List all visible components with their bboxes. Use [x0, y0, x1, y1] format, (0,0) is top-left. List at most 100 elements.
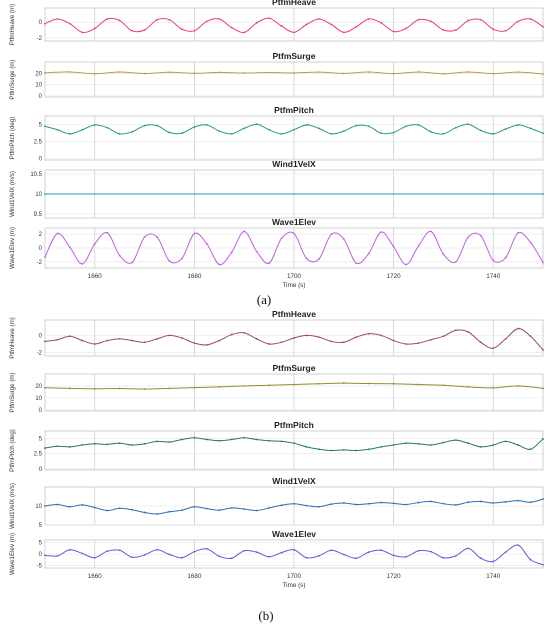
data-point — [318, 258, 320, 260]
data-point — [442, 132, 445, 135]
data-point — [392, 72, 395, 75]
y-tick-label: 0 — [39, 552, 43, 558]
data-point — [367, 448, 370, 451]
data-point — [529, 448, 532, 451]
data-point — [193, 29, 196, 32]
data-point — [56, 445, 59, 448]
data-point — [69, 548, 71, 551]
data-point — [69, 22, 71, 25]
data-point — [417, 18, 420, 21]
data-point — [504, 128, 507, 130]
data-point — [106, 231, 109, 234]
data-point — [318, 448, 320, 451]
subplot-ptfmheave: -2 0 PtfmHeave PtfmHeave (m) — [9, 0, 544, 45]
data-point — [156, 548, 158, 551]
data-point — [181, 257, 183, 260]
x-tick-label: 1680 — [187, 273, 202, 280]
data-point — [44, 386, 46, 389]
data-point — [492, 347, 495, 350]
data-point — [218, 385, 221, 388]
subplot-title: Wave1Elev — [272, 529, 316, 539]
data-point — [442, 29, 445, 31]
data-point — [168, 387, 171, 390]
y-tick-label: 0 — [39, 94, 43, 100]
data-point — [367, 125, 370, 128]
y-tick-label: 0 — [39, 467, 43, 473]
data-point — [143, 72, 146, 75]
data-point — [218, 263, 221, 266]
data-point — [106, 18, 109, 20]
data-point — [218, 130, 221, 133]
data-point — [93, 27, 96, 30]
data-point — [342, 382, 345, 384]
figure-label-b: (b) — [258, 608, 273, 623]
data-point — [56, 128, 59, 131]
y-axis-label: PtfmHeave (m) — [9, 317, 16, 359]
data-point — [392, 502, 395, 505]
data-point — [106, 509, 109, 512]
data-point — [517, 20, 519, 23]
data-point — [243, 31, 246, 34]
x-tick-label: 1740 — [486, 273, 501, 280]
x-tick-label: 1680 — [187, 573, 202, 580]
data-point — [56, 554, 59, 557]
subplot-title: Wind1VelX — [272, 159, 316, 169]
data-point — [280, 341, 283, 344]
data-point — [542, 563, 544, 566]
x-tick-label: 1720 — [387, 573, 402, 580]
data-point — [504, 551, 507, 554]
data-point — [230, 132, 233, 135]
y-axis-label: Wave1Elev (m) — [9, 227, 16, 269]
data-point — [454, 439, 457, 442]
data-point — [44, 554, 46, 557]
data-point — [118, 71, 121, 73]
data-point — [479, 500, 482, 503]
data-point — [118, 549, 121, 552]
data-point — [255, 337, 258, 340]
data-point — [479, 341, 482, 344]
data-point — [255, 250, 258, 253]
data-point — [193, 126, 196, 128]
data-point — [93, 343, 96, 345]
data-point — [280, 237, 283, 240]
data-point — [380, 334, 383, 337]
data-point — [69, 71, 71, 73]
data-point — [93, 442, 96, 445]
data-point — [467, 236, 470, 238]
data-point — [56, 503, 59, 506]
data-point — [143, 341, 146, 344]
data-point — [417, 124, 420, 126]
figure-label-a: (a) — [257, 292, 271, 307]
data-point — [168, 71, 171, 74]
data-point — [93, 124, 96, 126]
data-point — [230, 26, 233, 29]
data-point — [467, 71, 470, 73]
data-point — [143, 236, 146, 238]
subplot-wave1elev: -2 0 2 Wave1Elev Wave1Elev (m) — [9, 217, 544, 269]
data-point — [143, 442, 146, 445]
data-point — [156, 236, 158, 238]
figure-b: -2 0 PtfmHeave PtfmHeave (m) 0 10 20 PtfmSurge P… — [9, 309, 544, 589]
data-point — [218, 71, 221, 74]
subplot-title: PtfmHeave — [272, 309, 316, 319]
data-point — [193, 436, 196, 439]
data-point — [268, 71, 270, 74]
data-point — [293, 31, 295, 34]
data-point — [542, 498, 544, 501]
subplot-title: PtfmHeave — [272, 0, 316, 7]
data-point — [342, 238, 345, 240]
data-point — [218, 555, 221, 558]
data-point — [355, 262, 358, 265]
data-point — [380, 22, 383, 24]
data-point — [467, 442, 470, 445]
data-point — [442, 556, 445, 559]
data-point — [542, 387, 544, 390]
y-tick-label: 2.5 — [34, 139, 43, 145]
data-point — [454, 126, 457, 129]
data-point — [467, 385, 470, 388]
data-point — [143, 554, 146, 556]
subplot-title: PtfmPitch — [274, 105, 314, 115]
data-point — [405, 343, 407, 345]
data-point — [417, 342, 420, 345]
